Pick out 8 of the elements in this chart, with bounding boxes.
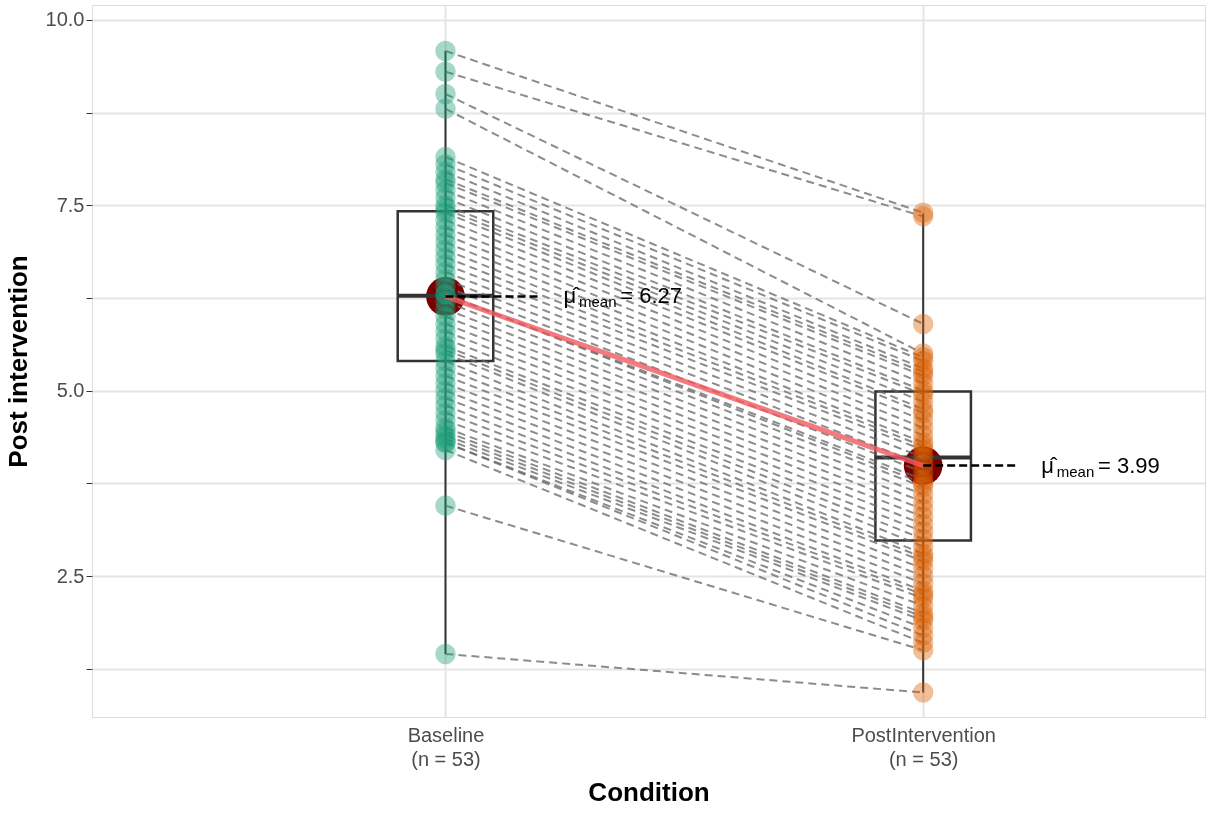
y-tick-label: 5.0: [56, 379, 85, 402]
y-tick-label: 7.5: [56, 193, 85, 216]
y-tick-label: 10.0: [45, 8, 85, 31]
x-tick-label: PostIntervention (n = 53): [851, 723, 996, 770]
x-tick-label: Baseline (n = 53): [407, 723, 485, 770]
y-axis-title: Post intervention: [2, 255, 33, 468]
x-axis-title: Condition: [588, 776, 710, 807]
y-tick-label: 2.5: [56, 564, 85, 587]
